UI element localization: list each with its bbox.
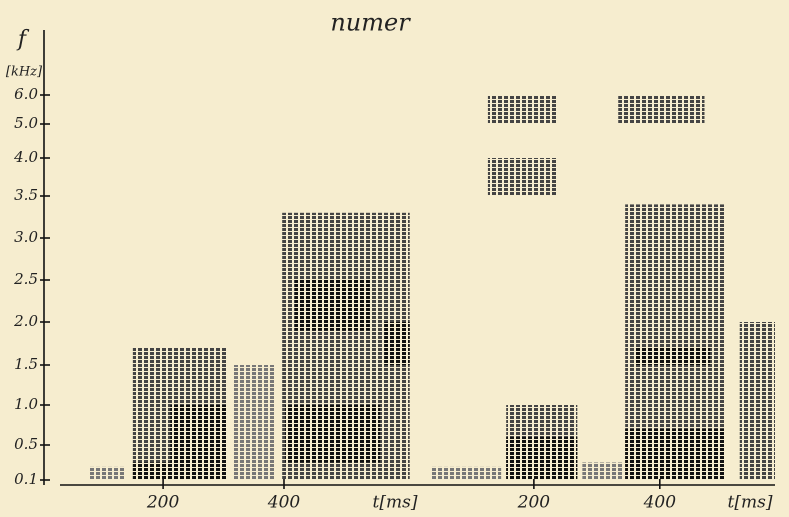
spectral-segment bbox=[294, 280, 370, 331]
y-tick-label: 3.0 bbox=[14, 228, 38, 246]
x-tick-label: 400 bbox=[643, 493, 677, 513]
y-tick-label: 4.0 bbox=[13, 148, 38, 166]
y-axis-unit: [kHz] bbox=[6, 65, 43, 80]
spectral-segment bbox=[430, 466, 502, 480]
x-axis-label: t[ms] bbox=[728, 493, 773, 513]
spectral-segment bbox=[625, 429, 725, 480]
spectral-segment bbox=[132, 462, 228, 480]
y-tick-label: 3.5 bbox=[14, 186, 38, 204]
y-axis-label: f bbox=[16, 27, 30, 52]
x-tick-label: 400 bbox=[267, 493, 301, 513]
x-tick-label: 200 bbox=[517, 493, 551, 513]
spectral-segment bbox=[618, 95, 705, 124]
spectral-segment bbox=[487, 95, 558, 124]
y-tick-label: 5.0 bbox=[14, 114, 38, 132]
y-tick-label: 2.0 bbox=[13, 312, 38, 330]
spectral-segment bbox=[285, 405, 381, 463]
spectral-segment bbox=[233, 365, 275, 480]
spectral-segment bbox=[506, 437, 578, 480]
y-tick-label: 0.1 bbox=[14, 470, 38, 488]
spectral-segment bbox=[89, 466, 126, 480]
y-tick-label: 6.0 bbox=[14, 85, 38, 103]
y-tick-label: 0.5 bbox=[14, 435, 38, 453]
spectral-segment bbox=[582, 462, 624, 480]
y-tick-label: 1.0 bbox=[14, 395, 38, 413]
x-tick-label: 200 bbox=[146, 493, 180, 513]
spectral-segment bbox=[487, 158, 558, 196]
y-tick-label: 1.5 bbox=[14, 355, 38, 373]
spectral-segment bbox=[739, 322, 775, 480]
spectral-segment bbox=[634, 347, 711, 365]
spectral-segment bbox=[384, 322, 410, 365]
y-tick-label: 2.5 bbox=[13, 270, 38, 288]
chart-title: numer bbox=[330, 9, 411, 37]
x-axis-label: t[ms] bbox=[373, 493, 418, 513]
